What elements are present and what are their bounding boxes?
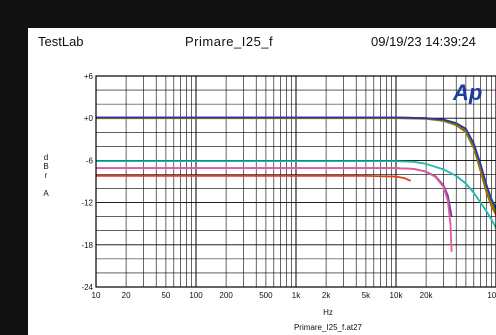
x-axis-label: Hz (323, 308, 333, 317)
x-tick-label: 500 (259, 291, 273, 300)
timestamp: 09/19/23 14:39:24 (371, 34, 476, 49)
ap-logo: Ap (452, 80, 482, 105)
y-axis-letter: d (44, 153, 48, 162)
x-tick-label: 100 (189, 291, 203, 300)
series-line-8 (96, 174, 411, 182)
x-tick-label: 100k (487, 291, 496, 300)
series-line-7 (96, 167, 453, 252)
chart-title: Primare_I25_f (185, 34, 274, 49)
y-tick-label: +0 (84, 114, 94, 123)
series-group (96, 116, 496, 252)
x-tick-labels: 10 20 50 100 200 500 1k 2k 5k 10k 20k 100k (92, 291, 496, 300)
plot-frame (95, 75, 496, 288)
x-tick-label: 200 (219, 291, 233, 300)
plot-panel: TestLab Primare_I25_f 09/19/23 14:39:24 … (28, 28, 496, 335)
x-tick-label: 10k (390, 291, 404, 300)
y-tick-label: +6 (84, 72, 94, 81)
y-tick-label: -18 (81, 241, 93, 250)
x-tick-label: 1k (292, 291, 301, 300)
x-tick-label: 2k (322, 291, 331, 300)
y-axis-letter: r (45, 171, 48, 180)
x-tick-label: 20k (420, 291, 434, 300)
series-line-5 (96, 160, 496, 229)
x-tick-label: 10 (92, 291, 101, 300)
y-tick-label: -12 (81, 199, 93, 208)
y-tick-labels: +6 +0 -6 -12 -18 -24 (81, 72, 93, 292)
x-tick-label: 20 (122, 291, 131, 300)
frequency-response-chart: +6 +0 -6 -12 -18 -24 10 20 50 100 200 500 1k 2k 5k 10k… (43, 72, 496, 332)
x-tick-label: 50 (161, 291, 170, 300)
y-axis-letter: A (43, 189, 49, 198)
lab-name: TestLab (38, 34, 84, 49)
file-name: Primare_I25_f.at27 (294, 323, 363, 332)
series-line-4 (96, 116, 496, 209)
x-tick-label: 5k (362, 291, 371, 300)
grid-lines (95, 75, 496, 288)
y-tick-label: -6 (86, 156, 94, 165)
ap-logo-text: Ap (452, 80, 482, 105)
y-axis-letter: B (43, 162, 48, 171)
y-tick-label: -24 (81, 283, 93, 292)
